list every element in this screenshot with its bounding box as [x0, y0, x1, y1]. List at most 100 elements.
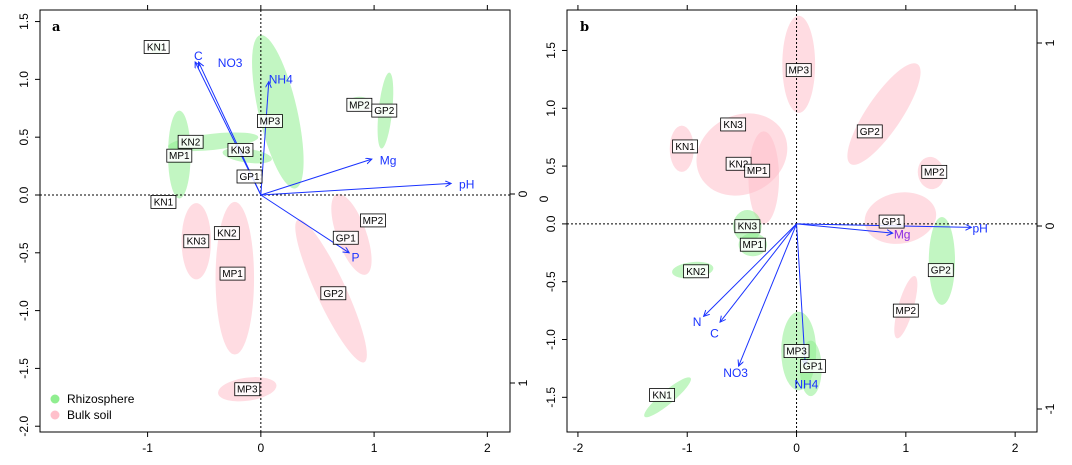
panel-b-letter: b: [580, 20, 589, 35]
point-label-text: GP1: [336, 233, 356, 244]
panel-a-points: KN1 KN2 MP1 KN3 MP3 GP1 MP2 GP2 KN1 KN2 KN3 MP1 MP2 G…: [143, 40, 398, 397]
panel-a-point-mp1-rhizosphere: MP1: [166, 148, 193, 163]
panel-b-right-tick-label-0: -1: [1043, 403, 1057, 414]
panel-a-point-kn3-rhizosphere: KN3: [227, 142, 254, 157]
panel-b-frame: [566, 9, 1038, 433]
point-label-text: MP3: [786, 347, 807, 358]
panel-b-ticks: -2 -1 0 1 2 -1.5 -1.0 -0.5 0.0 0.5 1.0 1.5 -1 0 1: [544, 5, 1057, 455]
point-label-text: KN3: [723, 120, 743, 131]
panel-b-point-kn2-rhizosphere: KN2: [683, 264, 709, 279]
panel-a-point-kn1-rhizosphere: KN1: [143, 40, 170, 54]
panel-a-point-mp2-rhizosphere: MP2: [346, 97, 373, 112]
panel-b-vector-nh4: [796, 223, 806, 365]
panel-b-ellipse-1: [696, 113, 788, 196]
point-label-box: [734, 219, 761, 234]
panel-a-y-tick-label-3: -0.5: [17, 242, 31, 263]
panel-b-vector-label-n: N: [693, 315, 702, 329]
panel-b-vector-label-nh4: NH4: [794, 378, 818, 392]
panel-b-right-tick-label-2: 1: [1043, 39, 1057, 46]
point-label-box: [234, 382, 261, 397]
panel-b-right-tick-label-1: 0: [1043, 222, 1057, 229]
panel-a-y-tick-label-0: -2.0: [17, 416, 31, 437]
panel-b-point-mp2-bulk-soil: MP2: [921, 164, 948, 179]
panel-b-point-gp2-rhizosphere: GP2: [927, 263, 954, 278]
point-label-text: GP1: [882, 217, 902, 228]
panel-b-vector-label-mg: Mg: [894, 227, 911, 241]
point-label-box: [236, 169, 263, 184]
point-label-text: MP3: [788, 66, 809, 77]
panel-a-x-tick-label-2: 1: [371, 441, 378, 455]
point-label-box: [800, 359, 826, 373]
legend-bulk-soil-swatch: [50, 410, 60, 420]
panel-b-y-tick-label-3: 0.0: [544, 215, 558, 232]
panel-b-x-tick-label-3: 1: [902, 441, 909, 455]
point-label-text: KN2: [729, 159, 749, 170]
point-label-box: [183, 234, 210, 249]
panel-b-y-tick-label-4: 0.5: [544, 157, 558, 174]
point-label-text: MP1: [222, 269, 243, 280]
point-label-text: KN2: [181, 137, 201, 148]
point-label-text: KN3: [231, 145, 251, 156]
panel-a-point-kn3-bulk-soil: KN3: [183, 234, 210, 249]
point-label-box: [360, 213, 386, 228]
point-label-box: [720, 117, 747, 132]
panel-b-point-kn1-bulk-soil: KN1: [672, 139, 698, 154]
point-label-text: GP2: [323, 289, 343, 300]
legend: Rhizosphere Bulk soil: [50, 392, 135, 422]
panel-b-point-mp1-bulk-soil: MP1: [744, 163, 771, 178]
panel-b-ellipse-4: [847, 63, 921, 165]
point-label-text: MP1: [169, 151, 190, 162]
panel-a-y-tick-label-6: 1.0: [17, 71, 31, 88]
panel-b-ellipse-2: [748, 131, 780, 224]
point-label-box: [150, 195, 177, 209]
panel-a-point-gp2-bulk-soil: GP2: [320, 286, 347, 301]
legend-rhizosphere-swatch: [50, 394, 60, 404]
panel-a-right-tick-label-0: 0: [516, 190, 530, 197]
point-label-text: GP1: [240, 172, 260, 183]
panel-a-y-tick-label-2: -1.0: [17, 300, 31, 321]
panel-b-vector-label-ph: pH: [973, 222, 988, 236]
point-label-text: KN1: [147, 42, 167, 53]
panel-a-point-mp2-bulk-soil: MP2: [360, 213, 386, 228]
legend-bulk-soil-label: Bulk soil: [67, 408, 112, 422]
point-label-text: MP3: [237, 385, 258, 396]
point-label-box: [257, 114, 283, 128]
panel-a-y-tick-label-1: -1.5: [17, 358, 31, 379]
point-label-box: [177, 134, 204, 149]
panel-a-vector-label-c: C: [194, 49, 203, 63]
point-label-text: GP2: [374, 106, 394, 117]
point-label-box: [785, 63, 812, 78]
point-label-text: MP2: [349, 100, 370, 111]
panel-b-x-tick-label-4: 2: [1012, 441, 1019, 455]
panel-b-vector-label-c: C: [710, 327, 719, 341]
panel-b-x-tick-label-2: 0: [793, 441, 800, 455]
point-label-box: [921, 164, 948, 179]
panel-b-y-tick-label-1: -1.0: [544, 329, 558, 350]
panel-a-point-gp1-bulk-soil: GP1: [332, 230, 359, 245]
point-label-text: KN3: [738, 222, 758, 233]
point-label-box: [320, 286, 347, 301]
point-label-text: GP2: [931, 266, 951, 277]
panel-b-point-kn3-bulk-soil: KN3: [720, 117, 747, 132]
point-label-text: KN1: [652, 391, 672, 402]
panel-b-vector-no3: [739, 223, 797, 366]
panel-a-vector-ph: [260, 183, 451, 196]
panel-a-ticks: -1 0 1 2 -2.0 -1.5 -1.0 -0.5 0.0 0.5 1.0 1.5 0 1: [17, 5, 530, 455]
point-label-text: KN2: [217, 229, 237, 240]
panel-b-point-gp1-rhizosphere: GP1: [800, 359, 826, 373]
panel-b-point-gp2-bulk-soil: GP2: [856, 124, 883, 139]
point-label-text: GP1: [803, 362, 823, 373]
panel-b-point-mp1-rhizosphere: MP1: [739, 237, 766, 252]
point-label-box: [744, 163, 771, 178]
panel-b-y-tick-label-5: 1.0: [544, 100, 558, 117]
point-label-text: KN3: [187, 237, 207, 248]
panel-a-point-gp2-rhizosphere: GP2: [371, 103, 398, 118]
point-label-box: [649, 388, 675, 402]
point-label-text: MP3: [260, 116, 281, 127]
panel-a-vector-label-p: P: [351, 250, 359, 264]
panel-b-vector-n: [704, 223, 797, 316]
panel-b-y-tick-label-2: -0.5: [544, 271, 558, 292]
legend-rhizosphere-label: Rhizosphere: [67, 392, 135, 406]
